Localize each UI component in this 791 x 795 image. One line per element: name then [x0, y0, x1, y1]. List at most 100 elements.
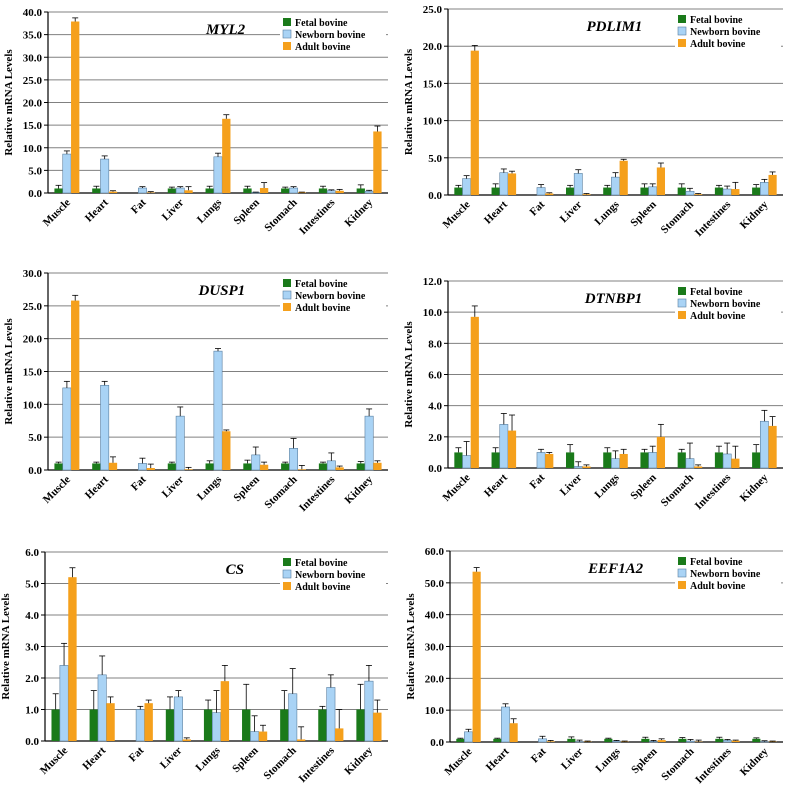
- bar-fetal-heart: [491, 452, 500, 468]
- bar-adult-muscle: [71, 21, 80, 193]
- bar-newborn-heart: [100, 384, 110, 471]
- y-tick-label: 20.0: [23, 334, 43, 346]
- bar-fetal-lungs: [205, 463, 214, 470]
- y-tick-label: 40.0: [425, 610, 445, 622]
- chart-svg: 0.0 5.0 10.0 15.0 20.0 25.0 Relative mRNA Leve…: [403, 4, 783, 239]
- y-tick-label: 30.0: [23, 268, 43, 280]
- bar-newborn-stomach: [289, 448, 299, 471]
- y-axis-title: Relative mRNA Levels: [403, 321, 415, 428]
- chart-panel-cs: 0.0 1.0 2.0 3.0 4.0 5.0 6.0 Relative mRNA Level…: [0, 531, 395, 795]
- legend-label-fetal: Fetal bovine: [690, 15, 743, 26]
- y-tick-label: 10.0: [423, 307, 443, 319]
- x-category-label: Heart: [83, 196, 111, 224]
- legend-swatch-adult: [283, 42, 291, 50]
- y-tick-label: 0.0: [430, 737, 444, 749]
- x-category-label: Stomach: [659, 746, 696, 783]
- bar-adult-muscle: [71, 300, 80, 470]
- bar-fetal-spleen: [242, 709, 251, 741]
- bar-adult-muscle: [470, 50, 479, 195]
- bar-adult-spleen: [259, 464, 269, 470]
- y-tick-label: 15.0: [23, 120, 43, 132]
- y-tick-label: 60.0: [425, 546, 445, 558]
- y-tick-label: 25.0: [23, 75, 43, 87]
- x-category-label: Spleen: [231, 474, 262, 505]
- bar-fetal-intestines: [318, 463, 328, 470]
- bar-fetal-spleen: [640, 187, 649, 195]
- chart-title: DTNBP1: [584, 291, 643, 307]
- bar-fetal-muscle: [54, 463, 63, 470]
- bar-newborn-liver: [573, 173, 583, 196]
- y-tick-label: 20.0: [23, 98, 43, 110]
- bar-fetal-stomach: [678, 738, 687, 742]
- bar-fetal-kidney: [356, 188, 365, 193]
- legend-background: [675, 11, 781, 49]
- bar-adult-lungs: [619, 160, 628, 195]
- bar-adult-fat: [545, 193, 554, 195]
- bar-newborn-heart: [100, 158, 110, 194]
- x-category-label: Liver: [160, 197, 187, 224]
- legend-label-newborn: Newborn bovine: [295, 291, 366, 302]
- bar-fetal-stomach: [281, 463, 290, 470]
- bar-fetal-muscle: [454, 187, 463, 195]
- bar-newborn-kidney: [364, 190, 374, 194]
- y-tick-label: 30.0: [23, 52, 43, 64]
- chart-svg: 0.0 5.0 10.0 15.0 20.0 25.0 30.0 Relative mRNA …: [3, 268, 388, 514]
- chart-panel-dtnbp1: 0.0 2.0 4.0 6.0 8.0 10.0 12.0 Relative mRNA Lev…: [396, 264, 791, 529]
- bar-newborn-fat: [538, 738, 547, 743]
- bar-newborn-spleen: [250, 731, 260, 742]
- legend-label-adult: Adult bovine: [690, 311, 746, 322]
- x-category-label: Fat: [129, 196, 149, 216]
- bar-newborn-intestines: [326, 460, 336, 471]
- bar-adult-stomach: [297, 469, 307, 470]
- legend-swatch-fetal: [678, 557, 686, 565]
- x-category-label: Fat: [127, 744, 147, 764]
- x-category-label: Lungs: [592, 471, 622, 501]
- x-category-label: Lungs: [195, 196, 225, 226]
- legend-label-fetal: Fetal bovine: [295, 279, 348, 290]
- bar-adult-stomach: [296, 739, 306, 741]
- bar-newborn-spleen: [648, 186, 658, 196]
- x-category-label: Lungs: [592, 198, 622, 228]
- y-tick-label: 4.0: [428, 401, 442, 413]
- x-category-label: Lungs: [593, 745, 623, 775]
- bar-newborn-stomach: [289, 187, 299, 194]
- y-tick-label: 4.0: [25, 610, 39, 622]
- bar-adult-spleen: [656, 436, 666, 468]
- bar-fetal-lungs: [603, 187, 612, 195]
- bar-adult-muscle: [68, 577, 77, 741]
- legend-label-newborn: Newborn bovine: [690, 569, 761, 580]
- bar-newborn-spleen: [251, 454, 261, 471]
- bar-newborn-kidney: [364, 680, 374, 742]
- x-category-label: Heart: [83, 473, 111, 501]
- x-category-label: Muscle: [440, 472, 472, 504]
- bar-newborn-kidney: [759, 182, 769, 196]
- bar-fetal-liver: [165, 709, 175, 741]
- bar-adult-liver: [184, 190, 193, 193]
- x-category-label: Stomach: [262, 197, 299, 234]
- bar-fetal-kidney: [752, 452, 761, 468]
- bar-adult-intestines: [335, 728, 344, 741]
- legend-swatch-newborn: [677, 26, 687, 36]
- legend-swatch-newborn: [282, 569, 292, 579]
- bar-fetal-liver: [565, 187, 575, 195]
- bar-fetal-lungs: [205, 188, 214, 193]
- x-category-label: Fat: [527, 198, 547, 218]
- bar-adult-heart: [509, 723, 518, 742]
- chart-title: DUSP1: [198, 283, 246, 299]
- bar-newborn-muscle: [62, 153, 72, 194]
- x-category-label: Kidney: [738, 745, 771, 778]
- bar-adult-lungs: [222, 431, 231, 470]
- bar-newborn-stomach: [686, 740, 695, 743]
- bar-newborn-liver: [175, 187, 185, 194]
- legend-swatch-adult: [678, 311, 686, 319]
- bar-adult-spleen: [656, 167, 666, 195]
- x-category-label: Fat: [527, 471, 547, 491]
- y-tick-label: 25.0: [423, 4, 443, 16]
- legend-swatch-adult: [678, 39, 686, 47]
- bar-fetal-heart: [491, 187, 500, 195]
- legend-swatch-newborn: [282, 290, 292, 300]
- legend-swatch-adult: [283, 303, 291, 311]
- bar-newborn-stomach: [685, 190, 695, 196]
- x-category-label: Heart: [482, 471, 510, 499]
- bar-adult-kidney: [373, 712, 382, 741]
